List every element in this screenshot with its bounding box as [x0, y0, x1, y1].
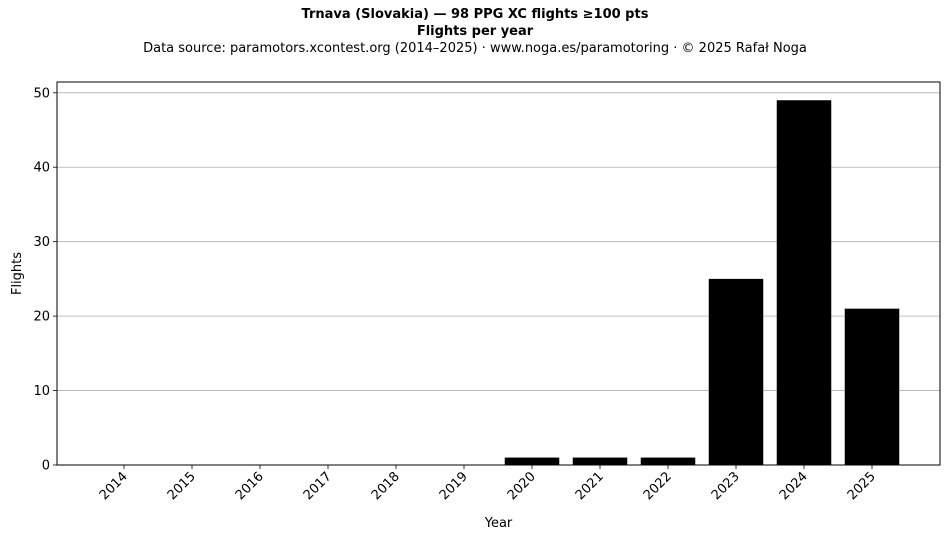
x-tick-label: 2023 — [709, 469, 743, 503]
x-tick-label: 2022 — [641, 469, 675, 503]
bar — [708, 278, 764, 465]
x-tick-label: 2015 — [165, 469, 199, 503]
bar — [844, 308, 900, 465]
chart-source-note: Data source: paramotors.xcontest.org (20… — [143, 41, 807, 56]
y-tick-label: 50 — [33, 86, 50, 101]
x-tick-label: 2014 — [97, 469, 131, 503]
y-tick-label: 30 — [33, 235, 50, 250]
chart-subtitle: Flights per year — [416, 24, 534, 39]
x-tick-label: 2021 — [573, 469, 607, 503]
bar — [776, 100, 832, 465]
x-tick-label: 2024 — [777, 469, 811, 503]
y-axis-ticks: 0 10 20 30 40 50 — [33, 86, 57, 474]
x-tick-label: 2018 — [369, 469, 403, 503]
x-tick-label: 2025 — [845, 469, 879, 503]
bars — [504, 100, 900, 465]
bar — [504, 457, 560, 465]
bar — [640, 457, 696, 465]
y-axis-label: Flights — [10, 252, 25, 295]
x-tick-label: 2019 — [437, 469, 471, 503]
x-tick-label: 2016 — [233, 469, 267, 503]
chart-title: Trnava (Slovakia) — 98 PPG XC flights ≥1… — [301, 7, 649, 22]
x-axis-ticks: 2014 2015 2016 2017 2018 2019 2020 2021 2022 2023… — [97, 465, 879, 503]
x-tick-label: 2020 — [505, 469, 539, 503]
plot-frame — [56, 81, 941, 466]
y-tick-label: 40 — [33, 161, 50, 176]
y-tick-label: 0 — [42, 459, 50, 474]
x-axis-label: Year — [484, 516, 513, 531]
y-tick-label: 10 — [33, 384, 50, 399]
x-tick-label: 2017 — [301, 469, 335, 503]
y-tick-label: 20 — [33, 310, 50, 325]
bar — [572, 457, 628, 465]
chart-header: Trnava (Slovakia) — 98 PPG XC flights ≥1… — [0, 6, 950, 57]
